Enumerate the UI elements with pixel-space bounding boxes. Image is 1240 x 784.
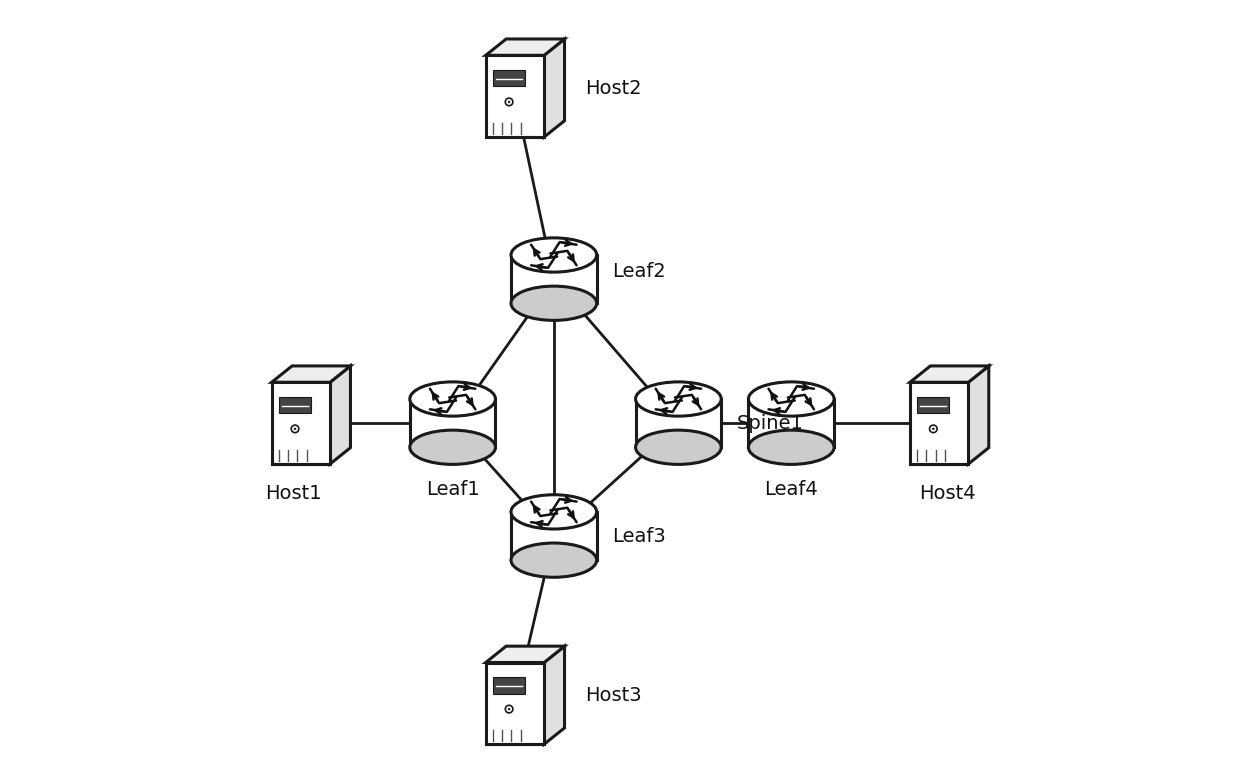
Polygon shape <box>486 39 564 56</box>
Polygon shape <box>544 39 564 137</box>
Polygon shape <box>486 56 544 137</box>
Circle shape <box>291 425 299 433</box>
Polygon shape <box>486 646 564 662</box>
Ellipse shape <box>409 382 496 416</box>
Ellipse shape <box>636 430 722 464</box>
Text: Leaf3: Leaf3 <box>613 527 666 546</box>
Ellipse shape <box>636 382 722 416</box>
Circle shape <box>507 708 511 710</box>
Polygon shape <box>544 646 564 744</box>
Circle shape <box>294 427 296 430</box>
Ellipse shape <box>511 543 596 577</box>
Text: Leaf1: Leaf1 <box>425 480 480 499</box>
Polygon shape <box>511 512 596 560</box>
Ellipse shape <box>749 382 835 416</box>
Text: Spine1: Spine1 <box>737 414 804 433</box>
Ellipse shape <box>511 238 596 272</box>
Text: Leaf4: Leaf4 <box>764 480 818 499</box>
Polygon shape <box>492 677 525 694</box>
Ellipse shape <box>511 286 596 321</box>
Polygon shape <box>330 366 351 464</box>
Polygon shape <box>910 383 968 464</box>
Text: Host1: Host1 <box>265 484 321 503</box>
Polygon shape <box>749 399 835 447</box>
Text: Leaf2: Leaf2 <box>613 262 666 281</box>
Ellipse shape <box>511 495 596 529</box>
Polygon shape <box>272 366 351 383</box>
Circle shape <box>505 98 513 106</box>
Text: Host3: Host3 <box>585 686 641 705</box>
Polygon shape <box>486 662 544 744</box>
Polygon shape <box>492 70 525 86</box>
Circle shape <box>930 425 937 433</box>
Polygon shape <box>279 397 311 413</box>
Polygon shape <box>910 366 988 383</box>
Circle shape <box>507 100 511 103</box>
Polygon shape <box>511 255 596 303</box>
Ellipse shape <box>749 430 835 464</box>
Ellipse shape <box>409 430 496 464</box>
Polygon shape <box>968 366 988 464</box>
Polygon shape <box>272 383 330 464</box>
Text: Host4: Host4 <box>919 484 975 503</box>
Circle shape <box>505 706 513 713</box>
Circle shape <box>932 427 935 430</box>
Polygon shape <box>636 399 722 447</box>
Polygon shape <box>409 399 496 447</box>
Polygon shape <box>916 397 949 413</box>
Text: Host2: Host2 <box>585 79 641 98</box>
